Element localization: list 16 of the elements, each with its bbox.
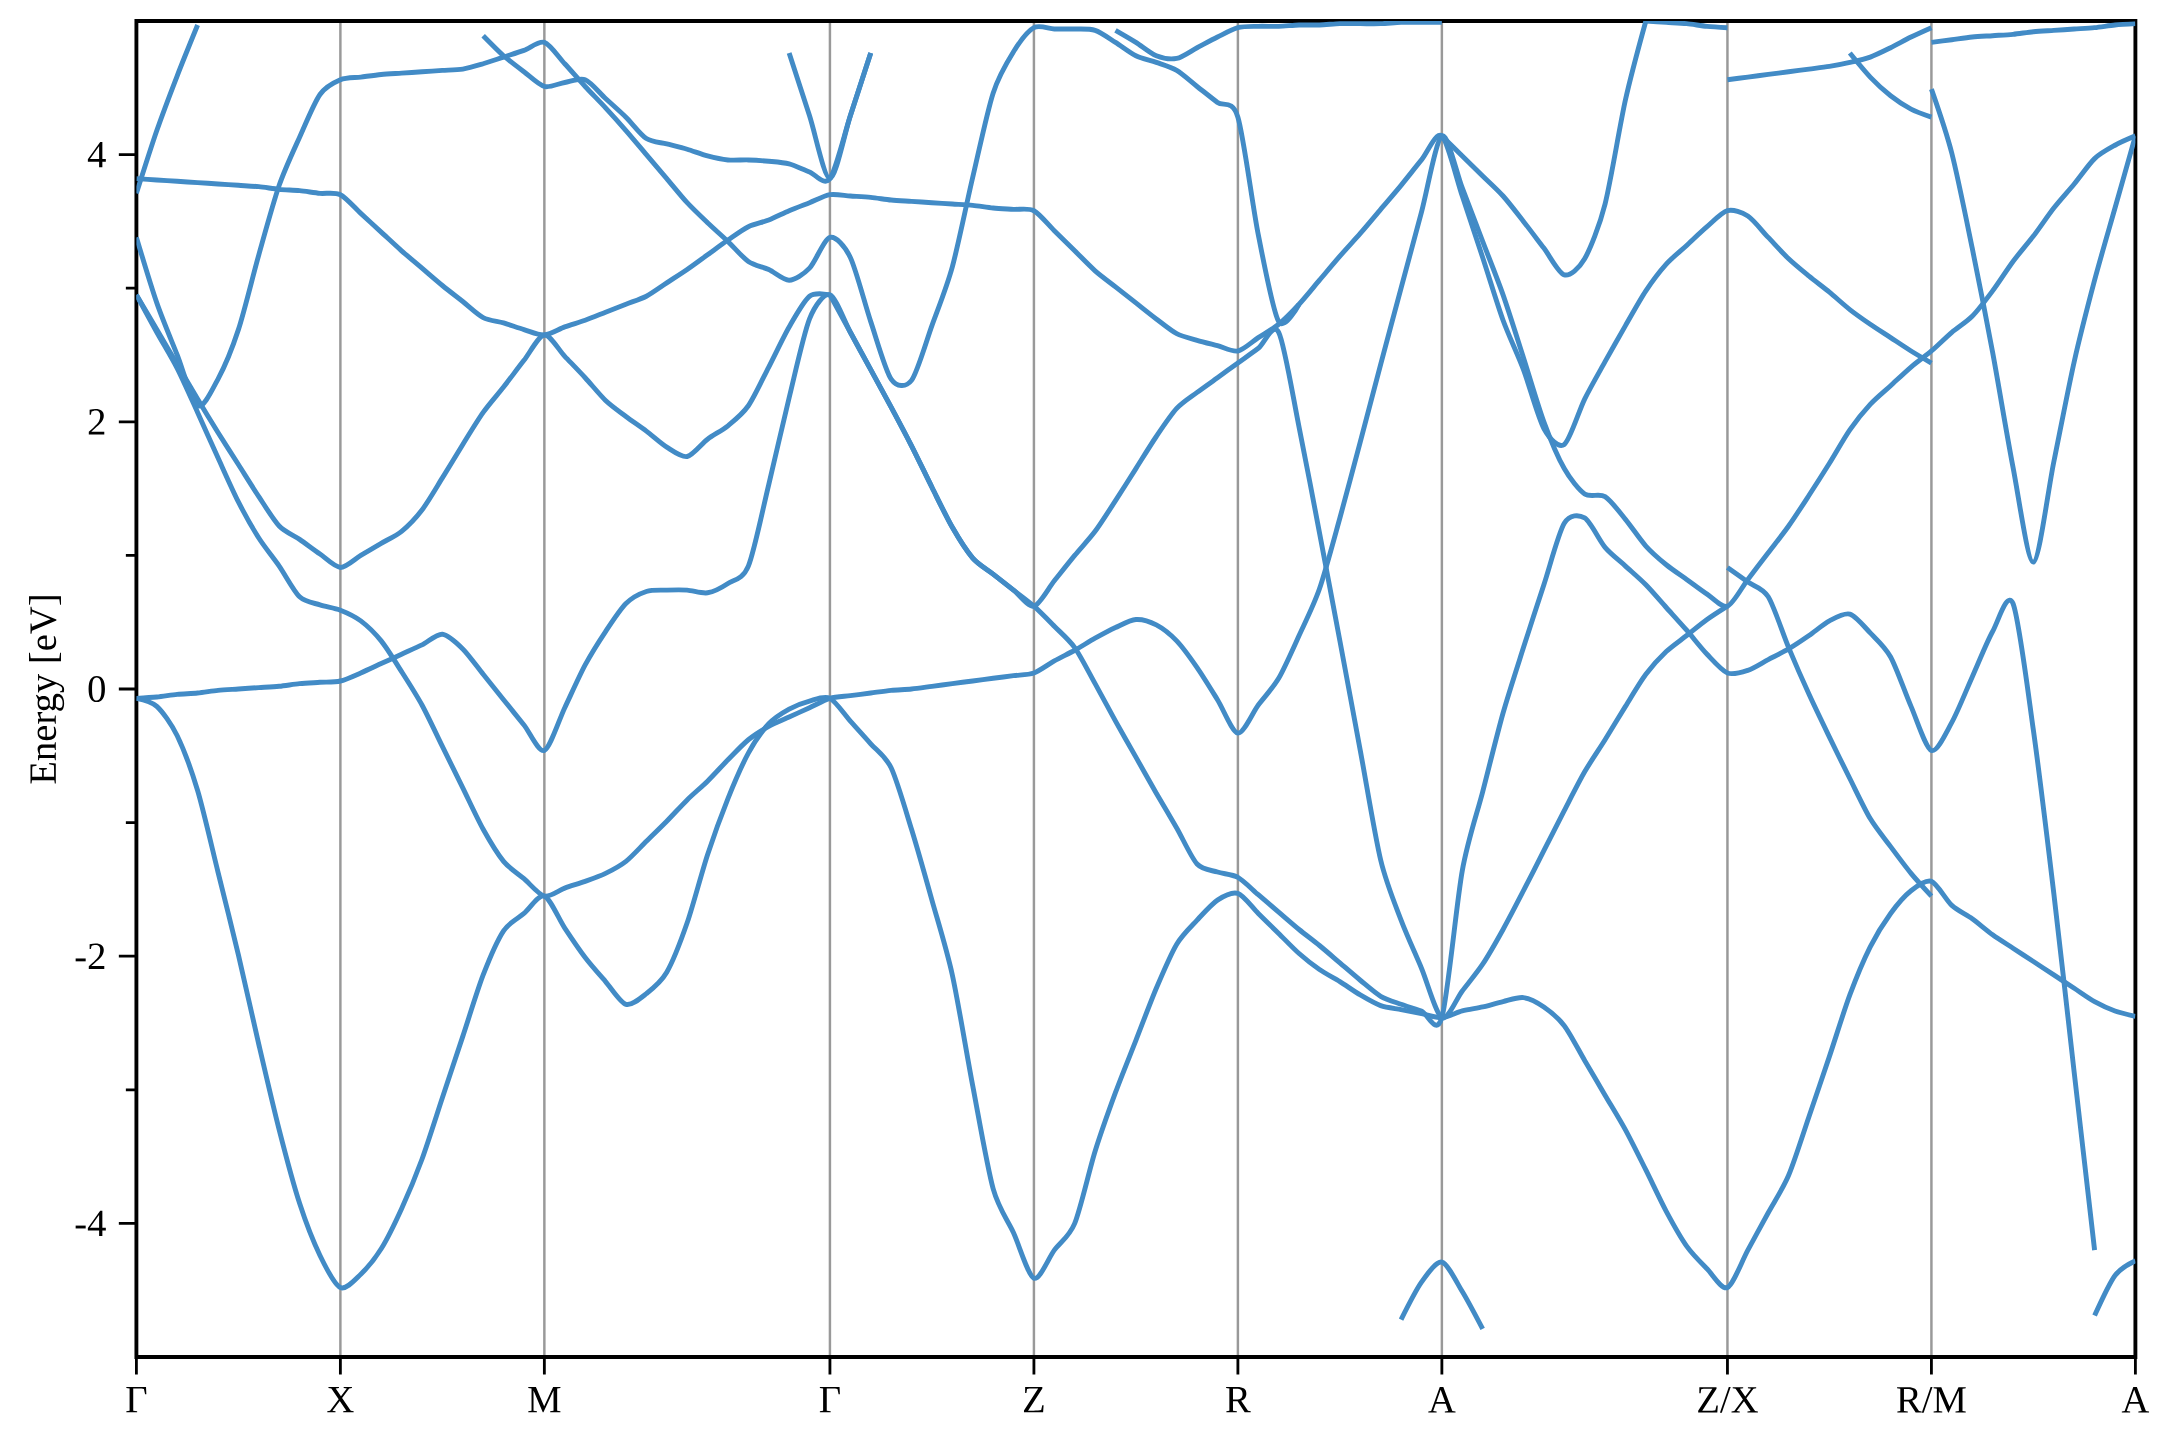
- x-tick-label: M: [528, 1387, 561, 1413]
- x-tick-label: Γ: [819, 1387, 840, 1413]
- x-tick-label: Z/X: [1698, 1387, 1758, 1413]
- x-tick-label: R: [1226, 1387, 1251, 1413]
- x-tick-label: X: [327, 1387, 354, 1413]
- y-tick-label: 0: [88, 675, 105, 703]
- x-tick-label: A: [1428, 1386, 1456, 1413]
- y-tick-label: 2: [88, 409, 105, 435]
- x-tick-label: R/M: [1897, 1387, 1966, 1413]
- x-tick-label: A: [2121, 1386, 2150, 1413]
- x-tick-label: Γ: [126, 1387, 147, 1413]
- y-tick-label: -2: [75, 943, 105, 969]
- x-tick-label: Z: [1023, 1387, 1044, 1413]
- y-tick-label: 4: [87, 141, 106, 168]
- y-axis-title: Energy [eV]: [29, 596, 65, 784]
- y-tick-label: -4: [75, 1210, 106, 1237]
